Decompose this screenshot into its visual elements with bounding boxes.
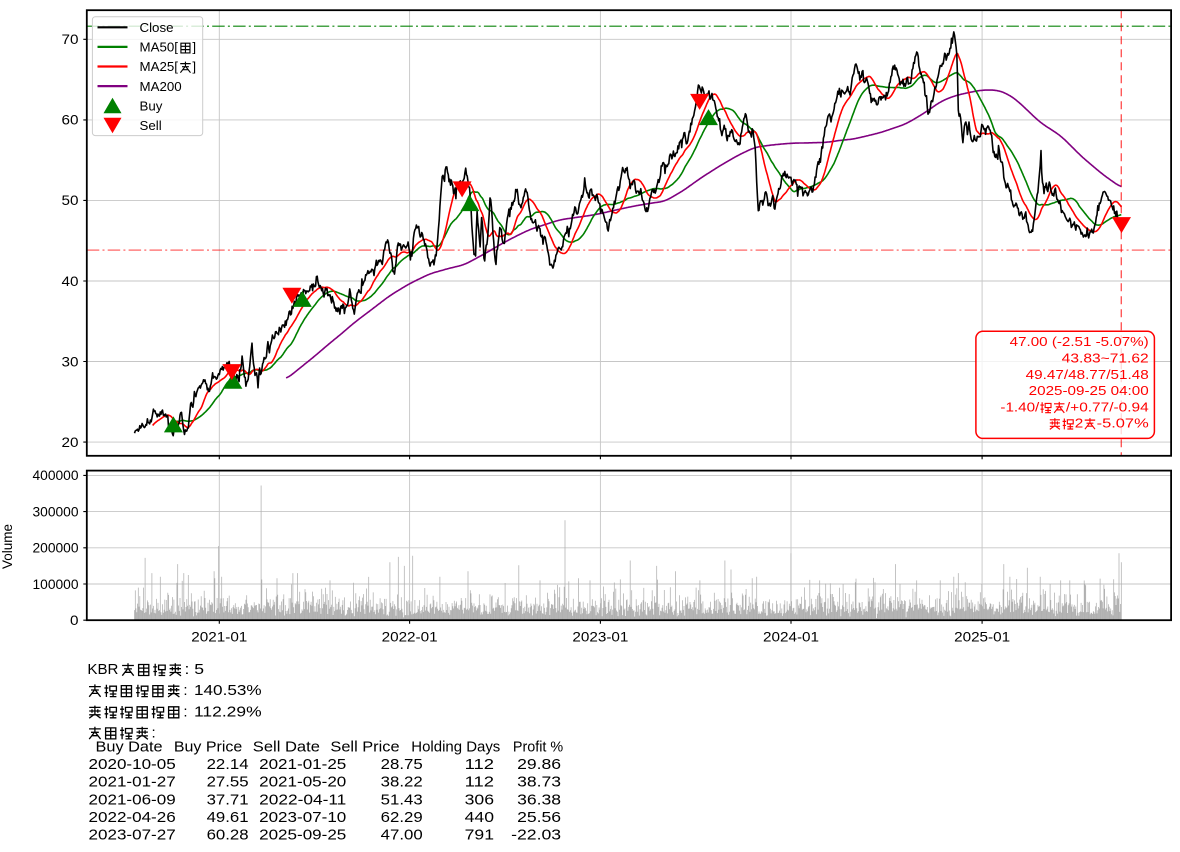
svg-text:36.38: 36.38 — [517, 791, 561, 808]
svg-text:Volume: Volume — [0, 524, 15, 569]
svg-text:40: 40 — [62, 274, 79, 289]
svg-text:47.00: 47.00 — [381, 827, 423, 844]
svg-text:400000: 400000 — [33, 468, 79, 483]
svg-text:0: 0 — [70, 613, 79, 628]
svg-text:2021-05-20: 2021-05-20 — [259, 774, 346, 791]
svg-text:-22.03: -22.03 — [511, 827, 561, 844]
svg-text:Sell: Sell — [140, 118, 162, 133]
svg-text:-1.40/: -1.40/ — [1000, 399, 1039, 414]
svg-text:]: ] — [192, 59, 196, 74]
svg-text:2024-01: 2024-01 — [763, 630, 819, 645]
svg-text:112: 112 — [465, 774, 494, 791]
svg-text::: : — [152, 724, 156, 741]
svg-text:22.14: 22.14 — [207, 756, 249, 773]
svg-text:50: 50 — [62, 193, 79, 208]
svg-text:Holding Days: Holding Days — [411, 739, 500, 756]
svg-text:62.29: 62.29 — [381, 809, 423, 826]
svg-text:2023-01: 2023-01 — [572, 630, 628, 645]
svg-text:2021-01: 2021-01 — [191, 630, 247, 645]
svg-text:29.86: 29.86 — [517, 756, 561, 773]
svg-text:Sell Price: Sell Price — [330, 739, 399, 756]
svg-text:: 5: : 5 — [185, 661, 205, 678]
svg-text:2025-01: 2025-01 — [954, 630, 1010, 645]
svg-text:30: 30 — [62, 354, 79, 369]
svg-text:200000: 200000 — [33, 541, 79, 556]
svg-text:140.53%: 140.53% — [194, 682, 262, 699]
svg-text:KBR: KBR — [87, 661, 118, 678]
svg-text:38.22: 38.22 — [381, 774, 423, 791]
svg-text::: : — [183, 682, 187, 699]
svg-text:112: 112 — [465, 756, 494, 773]
svg-text:300000: 300000 — [33, 504, 79, 519]
svg-text:2: 2 — [1075, 416, 1084, 431]
svg-text:2020-10-05: 2020-10-05 — [89, 756, 176, 773]
svg-text:2022-01: 2022-01 — [382, 630, 438, 645]
svg-text:2025-09-25 04:00: 2025-09-25 04:00 — [1029, 383, 1149, 398]
svg-text:70: 70 — [62, 32, 79, 47]
svg-text:2023-07-27: 2023-07-27 — [89, 827, 176, 844]
svg-text:Sell Date: Sell Date — [253, 739, 320, 756]
svg-text:MA50[: MA50[ — [140, 40, 179, 55]
svg-text:20: 20 — [62, 435, 79, 450]
svg-text:49.47/48.77/51.48: 49.47/48.77/51.48 — [1026, 367, 1149, 382]
svg-text:25.56: 25.56 — [517, 809, 561, 826]
svg-text:28.75: 28.75 — [381, 756, 423, 773]
svg-text:306: 306 — [465, 791, 494, 808]
svg-text:MA200: MA200 — [140, 79, 182, 94]
svg-text:Profit %: Profit % — [513, 739, 563, 756]
svg-text:2021-01-25: 2021-01-25 — [259, 756, 346, 773]
svg-text:2025-09-25: 2025-09-25 — [259, 827, 346, 844]
svg-text:43.83~71.62: 43.83~71.62 — [1062, 351, 1149, 366]
svg-text:]: ] — [192, 40, 196, 55]
svg-text:-5.07%: -5.07% — [1097, 416, 1149, 431]
svg-text:2023-07-10: 2023-07-10 — [259, 809, 346, 826]
svg-text:51.43: 51.43 — [381, 791, 423, 808]
svg-text:Close: Close — [140, 20, 174, 35]
svg-text:2022-04-26: 2022-04-26 — [89, 809, 176, 826]
svg-text:Buy: Buy — [140, 98, 163, 113]
svg-text:47.00 (-2.51 -5.07%): 47.00 (-2.51 -5.07%) — [1010, 334, 1149, 349]
svg-text:37.71: 37.71 — [207, 791, 249, 808]
svg-text:49.61: 49.61 — [207, 809, 249, 826]
svg-text:112.29%: 112.29% — [194, 703, 262, 720]
svg-text:791: 791 — [465, 827, 494, 844]
svg-text:/+0.77/-0.94: /+0.77/-0.94 — [1066, 399, 1149, 414]
svg-text:100000: 100000 — [33, 577, 79, 592]
svg-text:2021-06-09: 2021-06-09 — [89, 791, 176, 808]
svg-text:MA25[: MA25[ — [140, 59, 179, 74]
svg-text:2021-01-27: 2021-01-27 — [89, 774, 176, 791]
svg-text:2022-04-11: 2022-04-11 — [259, 791, 346, 808]
svg-text::: : — [183, 703, 187, 720]
svg-text:Buy Date: Buy Date — [96, 739, 163, 756]
svg-text:60.28: 60.28 — [207, 827, 249, 844]
svg-text:60: 60 — [62, 113, 79, 128]
svg-text:Buy Price: Buy Price — [174, 739, 242, 756]
svg-text:38.73: 38.73 — [517, 774, 561, 791]
svg-text:27.55: 27.55 — [207, 774, 249, 791]
svg-text:440: 440 — [465, 809, 494, 826]
